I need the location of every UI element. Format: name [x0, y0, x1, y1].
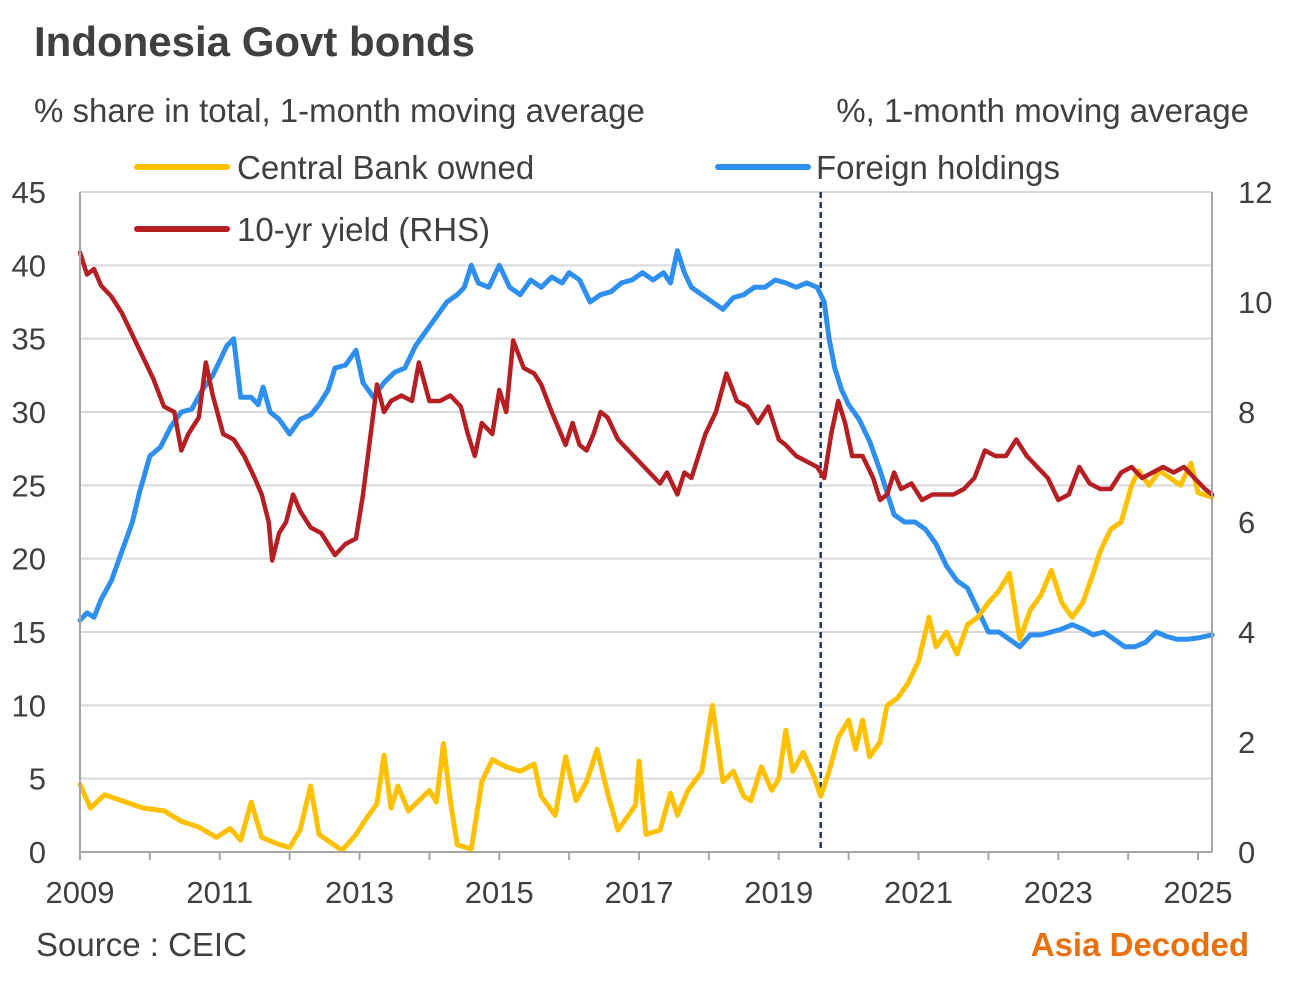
x-tick-label: 2021 [884, 875, 953, 910]
y-left-tick-label: 0 [29, 835, 46, 870]
y-right-tick-label: 6 [1238, 505, 1255, 540]
central-bank-owned-line [77, 460, 1215, 853]
x-tick-label: 2015 [465, 875, 534, 910]
y-left-tick-label: 40 [12, 248, 46, 283]
page-title: Indonesia Govt bonds [34, 18, 476, 65]
y-left-tick-label: 5 [29, 762, 46, 797]
x-tick-label: 2019 [744, 875, 813, 910]
y-right-tick-label: 10 [1238, 285, 1272, 320]
x-tick-label: 2011 [186, 875, 253, 910]
y-left-tick-label: 45 [12, 175, 46, 210]
x-tick-label: 2025 [1164, 875, 1233, 910]
y-right-tick-label: 8 [1238, 395, 1255, 430]
legend-label-foreign: Foreign holdings [816, 149, 1060, 186]
y-left-tick-label: 35 [12, 322, 46, 357]
y-left-tick-label: 15 [12, 615, 46, 650]
legend-label-yield: 10-yr yield (RHS) [237, 211, 490, 248]
source-note: Source : CEIC [36, 926, 247, 963]
x-tick-label: 2009 [46, 875, 115, 910]
y-right-tick-label: 2 [1238, 725, 1255, 760]
y-right-tick-label: 0 [1238, 835, 1255, 870]
y-left-tick-label: 30 [12, 395, 46, 430]
x-tick-label: 2013 [325, 875, 394, 910]
y-left-tick-label: 20 [12, 542, 46, 577]
y-right-tick-label: 4 [1238, 615, 1255, 650]
foreign-holdings-line [77, 248, 1215, 650]
right-axis-subtitle: %, 1-month moving average [836, 92, 1249, 129]
y-left-tick-label: 25 [12, 468, 46, 503]
ten-year-yield-line [77, 250, 1215, 563]
legend-label-central-bank: Central Bank owned [237, 149, 534, 186]
left-axis-subtitle: % share in total, 1-month moving average [34, 92, 645, 129]
brand-logo-text: Asia Decoded [1030, 926, 1249, 963]
x-tick-label: 2017 [605, 875, 674, 910]
x-tick-label: 2023 [1024, 875, 1093, 910]
y-right-tick-label: 12 [1238, 175, 1272, 210]
y-left-tick-label: 10 [12, 688, 46, 723]
